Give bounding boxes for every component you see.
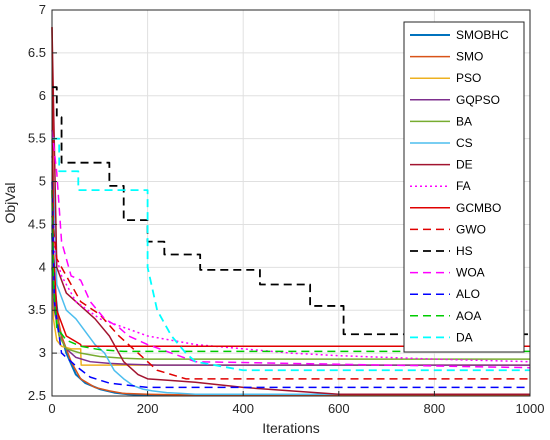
x-tick-label: 800 <box>424 401 446 416</box>
series-line-hs <box>52 86 530 336</box>
series-line-fa <box>51 155 531 363</box>
y-tick-label: 7 <box>39 2 46 17</box>
legend-label-aoa: AOA <box>456 309 481 323</box>
legend-label-gqpso: GQPSO <box>456 93 500 107</box>
legend: SMOBHC SMO PSO GQPSO BA CS DE FA GCMBO GWO HS WOA AL… <box>403 21 525 353</box>
y-tick-label: 3 <box>39 345 46 360</box>
legend-label-fa: FA <box>456 179 471 193</box>
legend-label-ba: BA <box>456 114 472 128</box>
x-tick-label: 600 <box>328 401 350 416</box>
legend-label-gwo: GWO <box>456 222 486 236</box>
series-line-aoa <box>51 190 530 353</box>
legend-label-de: DE <box>456 158 473 172</box>
legend-label-da: DA <box>456 330 473 344</box>
legend-label-alo: ALO <box>456 287 480 301</box>
legend-box <box>403 21 525 353</box>
plot-frame <box>51 9 531 397</box>
y-tick-label: 3.5 <box>28 302 46 317</box>
x-tick-label: 1000 <box>516 401 545 416</box>
y-axis-label: ObjVal <box>2 183 18 224</box>
y-tick-label: 2.5 <box>28 388 46 403</box>
series-line-woa <box>51 130 531 369</box>
legend-label-pso: PSO <box>456 71 481 85</box>
legend-label-gcmbo: GCMBO <box>456 201 501 215</box>
series-group <box>51 27 531 397</box>
y-tick-label: 5.5 <box>28 131 46 146</box>
series-line-de <box>51 27 530 396</box>
legend-label-smobhc: SMOBHC <box>456 28 509 42</box>
y-tick-label: 6.5 <box>28 45 46 60</box>
y-tick-label: 6 <box>39 88 46 103</box>
legend-label-cs: CS <box>456 136 473 150</box>
tick-labels: 0 200 400 600 800 1000 2.5 3 3.5 4 4.5 5 5.5 6 6.5 7 <box>28 2 545 416</box>
legend-label-hs: HS <box>456 244 473 258</box>
series-line-gwo <box>51 215 530 380</box>
x-tick-label: 200 <box>137 401 159 416</box>
series-line-alo <box>51 181 530 389</box>
x-axis-label: Iterations <box>262 420 320 436</box>
y-tick-label: 4.5 <box>28 216 46 231</box>
y-tick-label: 4 <box>39 259 46 274</box>
series-line-cs <box>51 138 530 396</box>
x-tick-label: 0 <box>48 401 55 416</box>
series-line-da <box>52 137 530 372</box>
legend-label-smo: SMO <box>456 50 483 64</box>
y-tick-label: 5 <box>39 174 46 189</box>
series-line-smo <box>51 250 530 396</box>
legend-label-woa: WOA <box>456 266 485 280</box>
x-tick-label: 400 <box>232 401 254 416</box>
